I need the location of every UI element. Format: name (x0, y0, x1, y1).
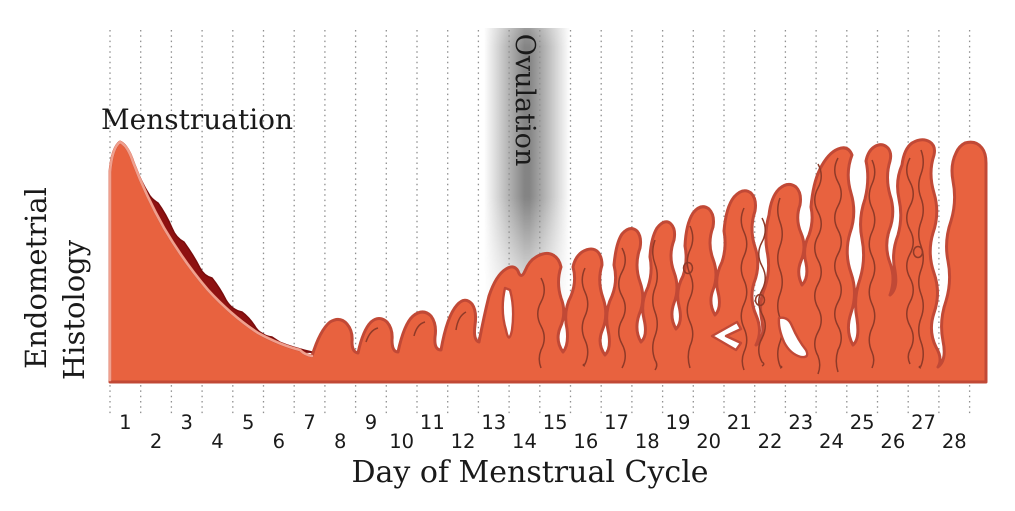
gland-line (834, 157, 842, 373)
gland-line (537, 277, 545, 369)
gland-line (686, 225, 694, 369)
day-tick-label: 9 (365, 411, 377, 434)
day-tick-label: 22 (758, 430, 783, 453)
day-tick-label: 8 (334, 430, 346, 453)
lacunae-islands (501, 286, 809, 359)
day-tick-label: 7 (303, 411, 315, 434)
day-tick-label: 25 (850, 411, 875, 434)
day-tick-label: 3 (181, 411, 193, 434)
day-tick-label: 16 (573, 430, 598, 453)
day-tick-label: 26 (880, 430, 905, 453)
gland-line (906, 157, 914, 365)
day-tick-label: 18 (635, 430, 660, 453)
day-tick-label: 20 (696, 430, 721, 453)
gland-loop (754, 293, 766, 307)
gland-line (918, 149, 924, 369)
day-gridlines (109, 30, 971, 414)
day-tick-label: 6 (273, 430, 285, 453)
day-tick-label: 4 (211, 430, 223, 453)
menstruation-label: Menstruation (101, 103, 293, 136)
gland-line (777, 197, 783, 369)
day-tick-label: 11 (420, 411, 445, 434)
day-tick-label: 10 (389, 430, 414, 453)
day-tick-label: 12 (451, 430, 476, 453)
day-tick-label: 24 (819, 430, 844, 453)
gland-line (581, 267, 589, 367)
day-tick-label: 15 (543, 411, 568, 434)
gland-lines (537, 149, 924, 375)
gland-line (868, 159, 876, 369)
day-tick-label: 2 (150, 430, 162, 453)
gland-line (740, 207, 748, 371)
ovulation-label: Ovulation (509, 34, 540, 167)
endometrium-shape (108, 138, 988, 384)
day-tick-label: 17 (604, 411, 629, 434)
x-axis-label: Day of Menstrual Cycle (351, 455, 708, 490)
day-tick-label: 19 (666, 411, 691, 434)
day-tick-label: 21 (727, 411, 752, 434)
y-axis-label-line1: Endometrial (19, 187, 53, 369)
day-tick-label: 13 (481, 411, 506, 434)
day-tick-label: 23 (788, 411, 813, 434)
proliferative-gland-arcs (365, 311, 467, 343)
y-axis-label-line2: Histology (57, 239, 91, 380)
gland-line (652, 239, 658, 371)
gland-loop (912, 245, 924, 259)
day-tick-label: 27 (911, 411, 936, 434)
day-tick-label: 1 (119, 411, 131, 434)
gland-loop (682, 261, 694, 275)
menstruation-slope-edge (108, 140, 314, 382)
day-tick-labels: 1234567891011121314151617181920212223242… (119, 411, 967, 453)
gland-line (618, 247, 626, 369)
day-tick-label: 5 (242, 411, 254, 434)
gland-line (758, 217, 766, 367)
gland-line (814, 163, 822, 375)
day-tick-label: 14 (512, 430, 537, 453)
day-tick-label: 28 (942, 430, 967, 453)
